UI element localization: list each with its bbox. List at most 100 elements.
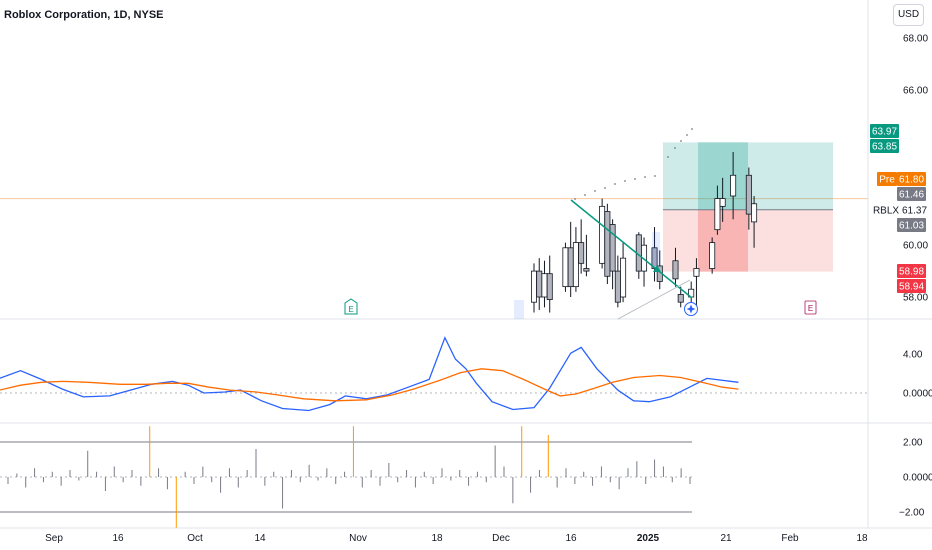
candle[interactable]	[541, 260, 548, 308]
signal-line	[0, 368, 739, 402]
price-tag-target[interactable]: 63.97	[870, 124, 899, 138]
candle[interactable]	[677, 286, 684, 308]
histogram-pane	[7, 426, 691, 528]
candle[interactable]	[714, 185, 721, 235]
candle[interactable]	[578, 219, 585, 274]
candle[interactable]	[693, 258, 700, 310]
candle-body	[562, 247, 569, 288]
candle-body	[583, 268, 590, 272]
sar-dot	[614, 183, 616, 185]
candle-body	[677, 294, 684, 303]
price-tag-bg	[897, 187, 926, 201]
price-tag-label: 63.97	[872, 127, 897, 138]
volume-highlight	[652, 232, 660, 266]
earnings-marker[interactable]: E	[804, 300, 817, 315]
grid-layer	[0, 0, 932, 529]
candle-body	[609, 224, 616, 272]
candle[interactable]	[609, 219, 616, 290]
price-tag-bg	[877, 172, 897, 186]
price-tag-premarket-label[interactable]: Pre	[877, 172, 897, 186]
candle[interactable]	[536, 258, 543, 310]
candle-body	[604, 211, 611, 277]
candle[interactable]	[572, 227, 579, 292]
macd-tick-label: 4.00	[903, 350, 923, 361]
price-tag-bg	[897, 264, 926, 278]
price-tag-target[interactable]: 63.85	[870, 139, 899, 153]
candle[interactable]	[730, 151, 737, 220]
candle[interactable]	[599, 198, 606, 269]
candlesticks[interactable]	[514, 151, 758, 319]
sar-dot	[604, 187, 606, 189]
sar-dot	[624, 180, 626, 182]
candle-body	[709, 242, 716, 269]
candle[interactable]	[620, 242, 627, 303]
time-tick-label: Nov	[349, 533, 367, 544]
trend-line[interactable]	[570, 199, 693, 320]
sar-dot	[574, 198, 576, 200]
price-tag-label: 63.85	[872, 142, 897, 153]
candle-body	[541, 273, 548, 298]
candle[interactable]	[531, 263, 538, 313]
price-tag-gray[interactable]: 61.46	[897, 187, 926, 201]
price-tag-label: 58.98	[899, 267, 924, 278]
earnings-marker[interactable]: E	[344, 298, 358, 315]
downtrend-line[interactable]	[570, 199, 693, 299]
time-tick-label: Oct	[187, 533, 203, 544]
price-tag-bg	[897, 279, 926, 293]
price-tag-premarket[interactable]: 61.80	[897, 172, 926, 186]
price-axis[interactable]: 68.00 66.00 60.00 58.00 63.97 63.85 Pre 61.80 61…	[870, 34, 932, 519]
sparkle-icon	[686, 304, 696, 314]
candle-body	[599, 205, 606, 264]
sar-dot	[667, 156, 669, 158]
candle[interactable]	[641, 237, 648, 287]
price-tag-bg	[870, 124, 899, 138]
candle-body	[572, 242, 579, 288]
candle-body	[693, 268, 700, 277]
candle-body	[536, 270, 543, 298]
candle-body	[714, 198, 721, 231]
price-tick-label: 68.00	[903, 34, 928, 45]
macd-line	[0, 336, 739, 412]
candle[interactable]	[583, 234, 590, 277]
candle[interactable]	[709, 237, 716, 274]
candle[interactable]	[562, 242, 569, 292]
price-tag-symbol[interactable]: RBLX	[873, 206, 899, 217]
time-axis[interactable]: Sep 16 Oct 14 Nov 18 Dec 16 2025 21 Feb 18	[45, 533, 868, 544]
candle[interactable]	[567, 221, 574, 297]
macd-tick-label: 0.0000	[903, 389, 932, 400]
candle[interactable]	[745, 167, 752, 230]
earnings-icon	[804, 300, 817, 315]
candle-body	[620, 257, 627, 298]
currency-button[interactable]: USD	[893, 4, 924, 26]
price-tag-label: RBLX	[873, 206, 899, 217]
candle-body	[641, 244, 648, 272]
sar-dot	[691, 128, 693, 130]
candle[interactable]	[604, 203, 611, 285]
candle[interactable]	[672, 247, 679, 287]
price-tag-stop[interactable]: 58.98	[897, 264, 926, 278]
candle[interactable]	[751, 195, 758, 248]
volume-highlight	[514, 300, 524, 319]
time-tick-label: 16	[112, 533, 124, 544]
time-tick-label: Dec	[492, 533, 510, 544]
price-tag-last[interactable]: 61.37	[902, 206, 927, 217]
earnings-icon	[344, 298, 358, 315]
event-marker[interactable]	[684, 302, 698, 316]
macd-pane	[0, 336, 739, 412]
price-tag-gray[interactable]: 61.03	[897, 218, 926, 232]
price-tag-bg	[897, 218, 926, 232]
breakout-arrow-icon	[653, 265, 661, 272]
candle[interactable]	[546, 255, 553, 313]
earnings-label: E	[348, 305, 353, 314]
candle[interactable]	[614, 255, 621, 308]
hist-tick-label: −2.00	[899, 508, 925, 519]
price-tag-label: 58.94	[899, 282, 924, 293]
price-tag-label: 61.46	[899, 190, 924, 201]
candle[interactable]	[719, 177, 726, 222]
hist-tick-label: 2.00	[903, 438, 923, 449]
parabolic-sar	[574, 128, 693, 200]
price-tick-label: 66.00	[903, 85, 928, 96]
price-tag-stop[interactable]: 58.94	[897, 279, 926, 293]
